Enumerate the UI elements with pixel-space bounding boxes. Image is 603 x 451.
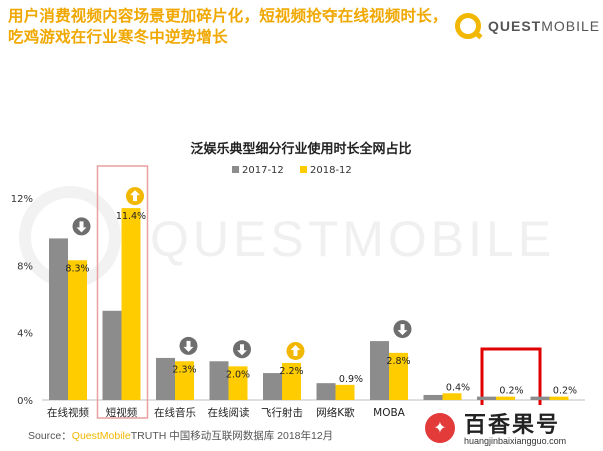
data-label: 11.4% bbox=[116, 211, 146, 222]
y-tick-label: 12% bbox=[11, 194, 33, 205]
bar-2018 bbox=[68, 260, 87, 400]
source-brand: QuestMobile bbox=[71, 430, 131, 442]
arrow-down-glyph bbox=[237, 344, 247, 356]
legend-swatch-1 bbox=[300, 166, 307, 173]
brand-logo: QUESTMOBILE bbox=[455, 8, 600, 44]
bar-2018 bbox=[228, 366, 248, 400]
bar-2018 bbox=[175, 361, 194, 400]
brand-name-part-2: MOBILE bbox=[541, 18, 601, 34]
bar-2017 bbox=[102, 310, 122, 400]
badge-url: huangjinbaixiangguo.com bbox=[464, 436, 567, 446]
data-label: 0.4% bbox=[446, 382, 470, 393]
arrow-down-glyph bbox=[183, 340, 194, 352]
bar-2017 bbox=[209, 361, 229, 400]
bar-2017 bbox=[423, 394, 443, 400]
source-prefix: Source： bbox=[28, 430, 72, 442]
star-logo-icon: ✦ bbox=[425, 413, 455, 443]
legend-swatch-0 bbox=[232, 166, 239, 173]
y-tick-label: 0% bbox=[17, 396, 33, 407]
x-tick-label: 在线阅读 bbox=[208, 406, 250, 419]
site-badge: ✦ 百香果号 huangjinbaixiangguo.com bbox=[416, 405, 603, 451]
headline: 用户消费视频内容场景更加碎片化，短视频抢夺在线视频时长， 吃鸡游戏在行业寒冬中逆… bbox=[8, 6, 448, 48]
bar-2017 bbox=[370, 341, 389, 400]
bar-2018 bbox=[389, 352, 408, 400]
data-label: 0.2% bbox=[553, 386, 577, 397]
x-tick-label: MOBA bbox=[373, 407, 406, 419]
arrow-up-glyph bbox=[290, 344, 301, 356]
questmobile-logo-icon bbox=[455, 13, 481, 39]
brand-name-part-1: QUEST bbox=[488, 18, 542, 34]
bar-2017 bbox=[263, 373, 282, 400]
data-label: 2.0% bbox=[226, 369, 250, 380]
data-label: 2.8% bbox=[386, 356, 410, 367]
badge-name: 百香果号 bbox=[464, 413, 561, 438]
bar-2017 bbox=[156, 357, 175, 400]
legend-label-0: 2017-12 bbox=[242, 165, 284, 176]
x-tick-label: 飞行射击 bbox=[261, 406, 303, 419]
arrow-down-glyph bbox=[397, 324, 408, 336]
y-tick-label: 8% bbox=[17, 261, 33, 272]
watermark-text: QUESTMOBILE bbox=[150, 211, 555, 267]
bar-2018 bbox=[121, 208, 141, 400]
x-tick-label: 在线视频 bbox=[47, 406, 89, 419]
bar-2018 bbox=[335, 384, 355, 400]
bar-2017 bbox=[477, 396, 496, 400]
headline-line-2: 吃鸡游戏在行业寒冬中逆势增长 bbox=[8, 28, 228, 46]
chart-title: 泛娱乐典型细分行业使用时长全网占比 bbox=[190, 141, 411, 157]
x-tick-label: 网络K歌 bbox=[316, 406, 355, 419]
bar-2017 bbox=[49, 238, 68, 400]
headline-line-1: 用户消费视频内容场景更加碎片化，短视频抢夺在线视频时长， bbox=[8, 7, 448, 25]
arrow-down-glyph bbox=[76, 221, 87, 233]
x-tick-label: 短视频 bbox=[106, 406, 138, 419]
data-label: 0.9% bbox=[339, 374, 363, 385]
brand-name: QUESTMOBILE bbox=[488, 18, 600, 34]
highlight-box-short-video bbox=[96, 165, 149, 419]
bar-2018 bbox=[442, 393, 462, 400]
data-label: 0.2% bbox=[499, 386, 523, 397]
data-label: 2.3% bbox=[172, 364, 196, 375]
bar-2018 bbox=[496, 396, 515, 400]
bar-2018 bbox=[282, 362, 301, 400]
arrow-up-glyph bbox=[130, 190, 140, 202]
data-label: 8.3% bbox=[65, 263, 89, 274]
legend-label-1: 2018-12 bbox=[310, 165, 352, 176]
y-tick-label: 4% bbox=[17, 329, 33, 340]
bar-2018 bbox=[549, 396, 569, 400]
data-label: 2.2% bbox=[279, 366, 303, 377]
source-line: Source：QuestMobileTRUTH 中国移动互联网数据库 2018年… bbox=[28, 428, 333, 443]
x-tick-label: 在线音乐 bbox=[154, 406, 196, 419]
bar-2017 bbox=[316, 383, 336, 400]
source-rest: TRUTH 中国移动互联网数据库 2018年12月 bbox=[130, 430, 334, 442]
bar-2017 bbox=[530, 396, 550, 400]
